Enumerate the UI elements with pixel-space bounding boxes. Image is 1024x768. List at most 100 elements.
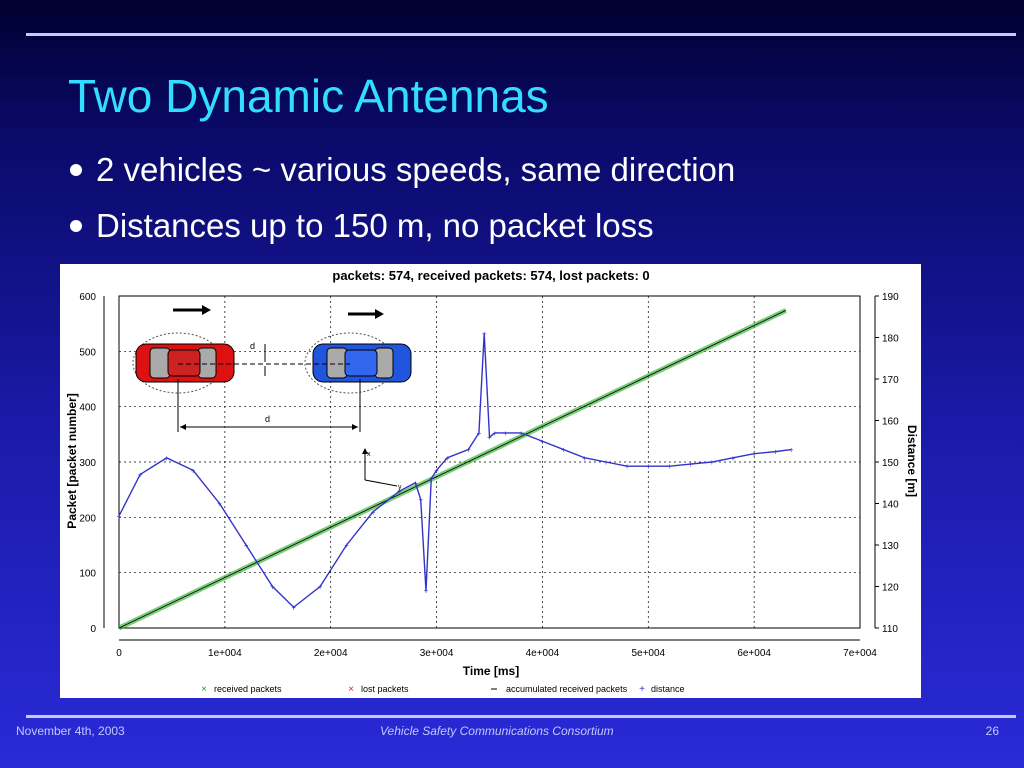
distance-point: +	[604, 458, 609, 467]
legend-label: lost packets	[361, 684, 409, 694]
chart-panel: packets: 574, received packets: 574, los…	[60, 264, 921, 698]
distance-point: +	[429, 475, 434, 484]
y2-tick-label: 150	[882, 458, 899, 469]
legend-item-accumulated-received-packets: accumulated received packets	[491, 684, 628, 694]
distance-point: +	[582, 454, 587, 463]
distance-point: +	[117, 512, 122, 521]
bullet-list: 2 vehicles ~ various speeds, same direct…	[70, 142, 735, 254]
y2-tick-label: 180	[882, 334, 899, 345]
x-tick-label: 5e+004	[631, 648, 665, 659]
footer-date: November 4th, 2003	[16, 724, 125, 738]
distance-point: +	[540, 437, 545, 446]
distance-point: +	[477, 429, 482, 438]
bottom-divider	[26, 715, 1016, 718]
x-tick-label: 6e+004	[737, 648, 771, 659]
distance-point: +	[291, 603, 296, 612]
svg-text:+: +	[639, 684, 645, 695]
distance-point: +	[773, 448, 778, 457]
distance-point: +	[688, 460, 693, 469]
y2-tick-label: 140	[882, 500, 899, 511]
distance-point: +	[709, 458, 714, 467]
y2-tick-label: 170	[882, 375, 899, 386]
distance-point: +	[138, 470, 143, 479]
y2-tick-label: 110	[882, 624, 898, 635]
footer-organization: Vehicle Safety Communications Consortium	[380, 724, 614, 738]
series-distance	[118, 333, 792, 609]
y2-tick-label: 190	[882, 292, 899, 303]
legend-item-lost-packets: × lost packets	[348, 684, 409, 695]
legend-item-received-packets: × received packets	[201, 684, 282, 695]
distance-point: +	[413, 479, 418, 488]
distance-point: +	[445, 454, 450, 463]
distance-dx-label: d	[250, 341, 255, 351]
distance-point: +	[667, 462, 672, 471]
y-tick-label: 200	[79, 513, 96, 524]
y2-tick-label: 120	[882, 583, 899, 594]
distance-point: +	[752, 450, 757, 459]
bullet-dot-icon	[70, 164, 82, 176]
x-axis-label: Time [ms]	[463, 664, 519, 678]
y-tick-label: 500	[79, 347, 96, 358]
bullet-item: Distances up to 150 m, no packet loss	[70, 198, 735, 254]
x-tick-label: 3e+004	[420, 648, 454, 659]
red-car-icon	[135, 343, 235, 383]
bullet-text: Distances up to 150 m, no packet loss	[96, 207, 654, 244]
y2-tick-label: 130	[882, 541, 899, 552]
distance-point: +	[519, 429, 524, 438]
distance-point: +	[731, 454, 736, 463]
x-tick-label: 2e+004	[314, 648, 348, 659]
blue-car-icon	[312, 343, 412, 383]
axes-icon: x y	[362, 448, 402, 491]
distance-point: +	[318, 583, 323, 592]
axis-x-mini-label: x	[367, 451, 371, 458]
legend-label: accumulated received packets	[506, 684, 628, 694]
distance-point: +	[270, 583, 275, 592]
distance-point: +	[487, 433, 492, 442]
distance-point: +	[482, 329, 487, 338]
x-tick-label: 1e+004	[208, 648, 242, 659]
distance-point: +	[492, 429, 497, 438]
y-tick-label: 300	[79, 458, 96, 469]
distance-point: +	[344, 541, 349, 550]
distance-point: +	[418, 495, 423, 504]
chart: packets: 574, received packets: 574, los…	[65, 268, 919, 695]
page-title: Two Dynamic Antennas	[68, 70, 549, 122]
y-tick-label: 400	[79, 403, 96, 414]
distance-point: +	[191, 466, 196, 475]
y-tick-label: 600	[79, 292, 96, 303]
x-tick-label: 4e+004	[526, 648, 560, 659]
svg-text:×: ×	[201, 684, 207, 695]
distance-point: +	[397, 487, 402, 496]
distance-point: +	[434, 466, 439, 475]
distance-point: +	[424, 587, 429, 596]
svg-text:×: ×	[348, 684, 354, 695]
series-accumulated-received-packets	[118, 310, 787, 629]
axis-y-mini-label: y	[398, 484, 402, 491]
distance-point: +	[625, 462, 630, 471]
bullet-text: 2 vehicles ~ various speeds, same direct…	[96, 151, 736, 188]
distance-point: +	[164, 454, 169, 463]
legend-item-distance: + distance	[639, 684, 684, 695]
distance-point: +	[217, 500, 222, 509]
bullet-dot-icon	[70, 220, 82, 232]
distance-dy-label: d	[265, 414, 270, 424]
y-axis-label: Packet [packet number]	[65, 393, 79, 528]
legend-label: received packets	[214, 684, 282, 694]
arrow-right-icon	[173, 305, 211, 315]
distance-point: +	[244, 541, 249, 550]
bullet-item: 2 vehicles ~ various speeds, same direct…	[70, 142, 735, 198]
y-tick-label: 0	[90, 624, 96, 635]
chart-title: packets: 574, received packets: 574, los…	[332, 268, 649, 283]
vehicle-diagram: d d x y	[132, 305, 412, 491]
distance-point: +	[646, 462, 651, 471]
distance-point: +	[561, 446, 566, 455]
page-number: 26	[985, 724, 999, 738]
y2-axis-label: Distance [m]	[905, 425, 919, 497]
distance-point: +	[371, 508, 376, 517]
y-tick-label: 100	[79, 569, 96, 580]
distance-point: +	[789, 446, 794, 455]
distance-point: +	[503, 429, 508, 438]
legend-label: distance	[651, 684, 685, 694]
top-divider	[26, 33, 1016, 36]
x-tick-label: 0	[116, 648, 122, 659]
